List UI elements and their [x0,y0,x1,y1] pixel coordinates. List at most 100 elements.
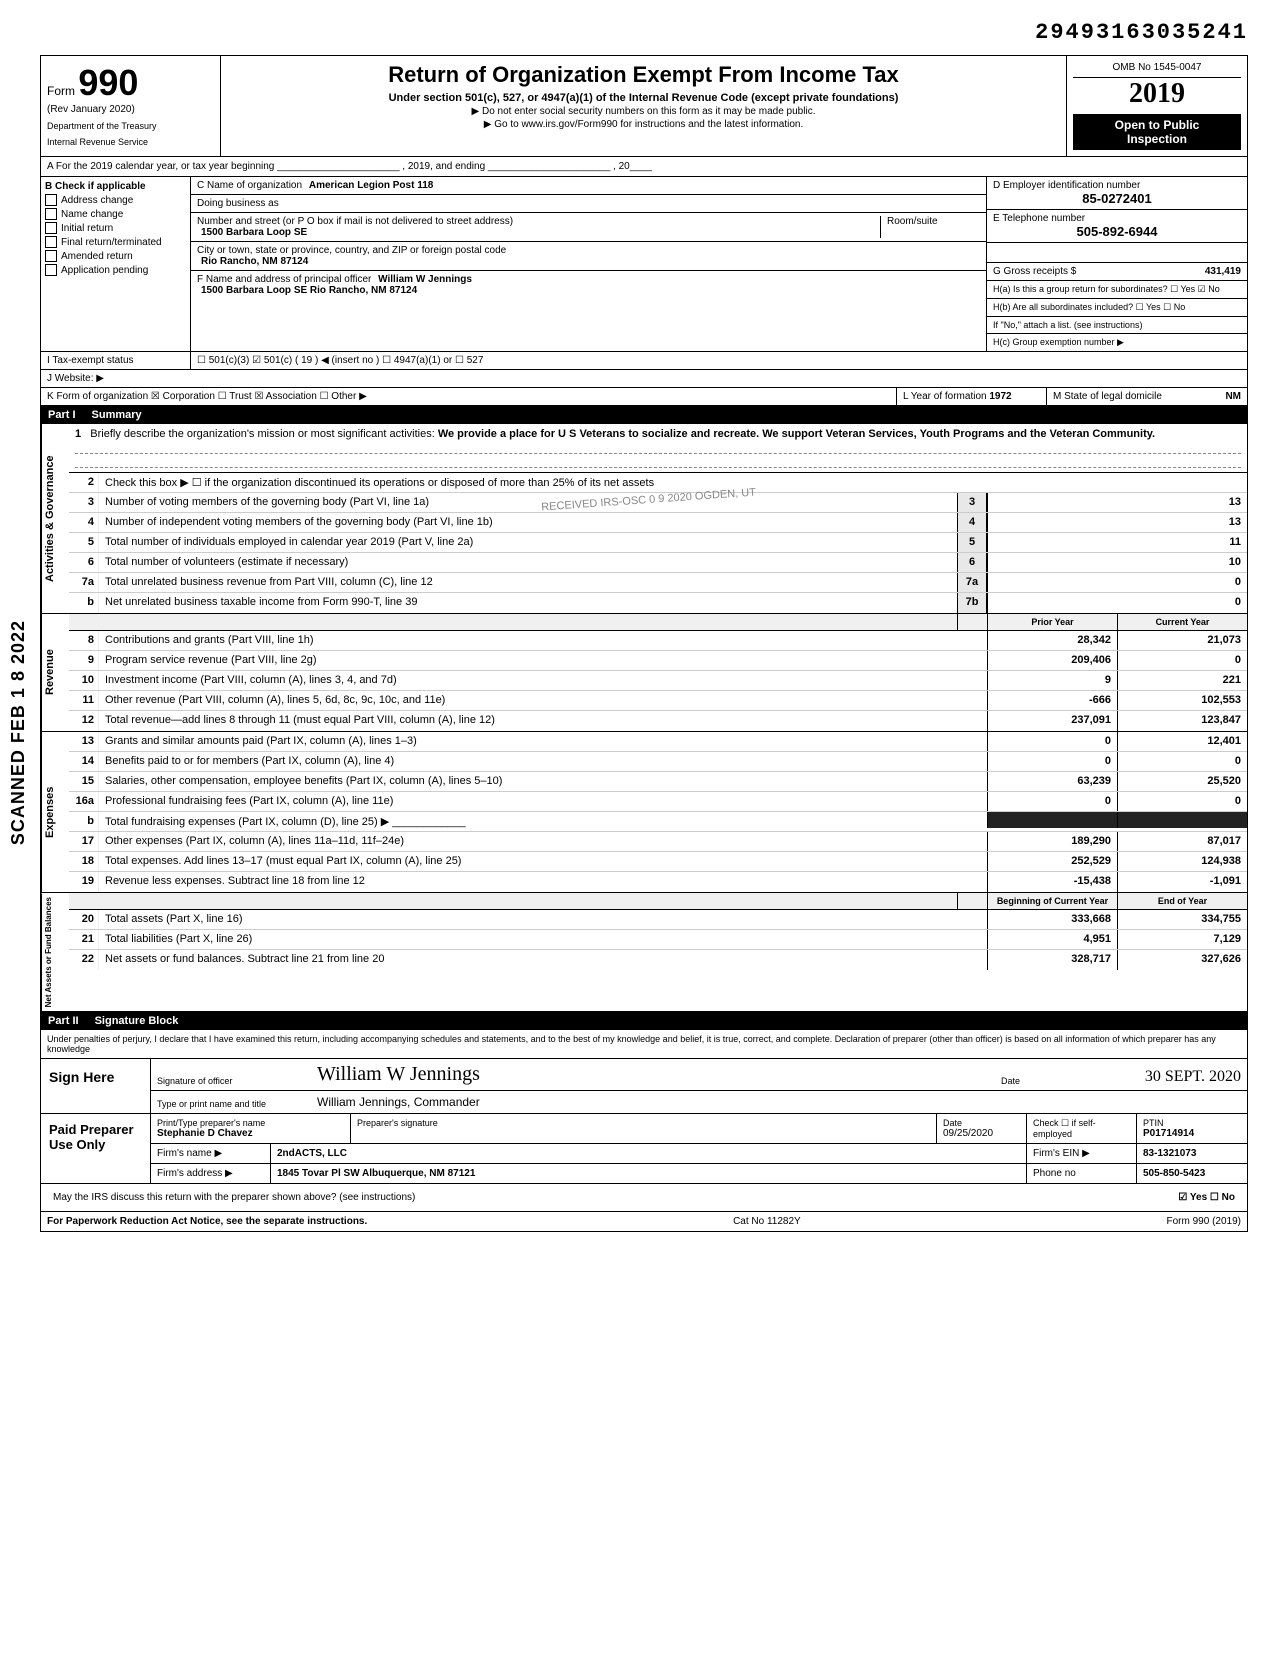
form-number: 990 [78,62,138,103]
instruction-ssn: ▶ Do not enter social security numbers o… [227,106,1060,117]
sign-here-label: Sign Here [41,1059,151,1113]
governance-section: Activities & Governance 1 Briefly descri… [40,424,1248,614]
prior-year-value: 63,239 [987,772,1117,791]
mission-num: 1 [75,428,81,440]
prior-year-value: 328,717 [987,950,1117,970]
line-text: Program service revenue (Part VIII, line… [99,651,987,670]
revenue-section: Revenue Prior Year Current Year 8Contrib… [40,614,1248,732]
org-name: American Legion Post 118 [309,180,434,191]
line-num: b [69,812,99,831]
prior-year-hdr: Prior Year [987,614,1117,630]
state-label: M State of legal domicile [1053,391,1162,402]
firm-phone-label: Phone no [1027,1164,1137,1183]
line-text: Professional fundraising fees (Part IX, … [99,792,987,811]
mission-block: 1 Briefly describe the organization's mi… [69,424,1247,473]
form-title: Return of Organization Exempt From Incom… [227,62,1060,88]
checkbox-row[interactable]: Initial return [45,222,186,234]
line-text: Grants and similar amounts paid (Part IX… [99,732,987,751]
line-text: Number of voting members of the governin… [99,493,957,512]
part1-header: Part I Summary [40,406,1248,424]
dark-cell [987,812,1117,828]
prior-year-value: 209,406 [987,651,1117,670]
line-box: 3 [957,493,987,512]
line-num: 5 [69,533,99,552]
inspect-line1: Open to Public [1077,118,1237,132]
city-value: Rio Rancho, NM 87124 [201,256,980,267]
table-row: 4Number of independent voting members of… [69,513,1247,533]
line-text: Net unrelated business taxable income fr… [99,593,957,613]
line-text: Other expenses (Part IX, column (A), lin… [99,832,987,851]
signature-block: Under penalties of perjury, I declare th… [40,1030,1248,1212]
dotted-line [75,440,1241,454]
preparer-label: Paid Preparer Use Only [41,1114,151,1183]
checkbox-row[interactable]: Address change [45,194,186,206]
h-b: H(b) Are all subordinates included? ☐ Ye… [987,299,1247,317]
header-left: Form 990 (Rev January 2020) Department o… [41,56,221,156]
current-year-value: 25,520 [1117,772,1247,791]
table-row: 11Other revenue (Part VIII, column (A), … [69,691,1247,711]
h-note: If "No," attach a list. (see instruction… [987,317,1247,334]
current-year-value: 87,017 [1117,832,1247,851]
prep-date: 09/25/2020 [943,1128,993,1139]
line-num: 17 [69,832,99,851]
table-row: bTotal fundraising expenses (Part IX, co… [69,812,1247,832]
netassets-section: Net Assets or Fund Balances Beginning of… [40,893,1248,1012]
org-name-label: C Name of organization [197,180,302,191]
line-value: 0 [987,573,1247,592]
state-value: NM [1225,391,1241,402]
officer-name-line: Type or print name and title William Jen… [151,1091,1247,1113]
revision: (Rev January 2020) [47,104,214,115]
prior-year-value: 333,668 [987,910,1117,929]
mission-lead: Briefly describe the organization's miss… [90,428,434,440]
row-i: I Tax-exempt status ☐ 501(c)(3) ☑ 501(c)… [40,352,1248,370]
line-text: Total revenue—add lines 8 through 11 (mu… [99,711,987,731]
checkbox-row[interactable]: Name change [45,208,186,220]
officer-row: F Name and address of principal officer … [191,271,986,299]
line-num: 9 [69,651,99,670]
table-row: 18Total expenses. Add lines 13–17 (must … [69,852,1247,872]
inspect-line2: Inspection [1077,132,1237,146]
prep-name-label: Print/Type preparer's name [157,1118,344,1128]
row-k: K Form of organization ☒ Corporation ☐ T… [40,388,1248,406]
ptin-value: P01714914 [1143,1128,1194,1139]
prep-sig-label: Preparer's signature [351,1114,937,1143]
netassets-colheader: Beginning of Current Year End of Year [69,893,1247,910]
website-label: J Website: ▶ [41,370,1247,387]
table-row: 21Total liabilities (Part X, line 26)4,9… [69,930,1247,950]
line-num: 8 [69,631,99,650]
line-text: Investment income (Part VIII, column (A)… [99,671,987,690]
dept-treasury: Department of the Treasury [47,121,214,131]
footer-right: Form 990 (2019) [1167,1216,1241,1227]
dotted-line [75,454,1241,468]
current-year-value: 12,401 [1117,732,1247,751]
beginning-year-hdr: Beginning of Current Year [987,893,1117,909]
checkbox-icon [45,264,57,276]
line-num: b [69,593,99,613]
col-b-header: B Check if applicable [45,181,186,192]
current-year-value: 123,847 [1117,711,1247,731]
line-2: 2 Check this box ▶ ☐ if the organization… [69,473,1247,493]
checkbox-icon [45,236,57,248]
line-text: Total liabilities (Part X, line 26) [99,930,987,949]
line-text: Total fundraising expenses (Part IX, col… [99,812,987,831]
checkbox-row[interactable]: Amended return [45,250,186,262]
table-row: 12Total revenue—add lines 8 through 11 (… [69,711,1247,731]
prior-year-value: 0 [987,732,1117,751]
revenue-colheader: Prior Year Current Year [69,614,1247,631]
gross-label: G Gross receipts $ [993,266,1076,277]
mission-text: We provide a place for U S Veterans to s… [438,428,1155,440]
table-row: 14Benefits paid to or for members (Part … [69,752,1247,772]
expenses-section: Expenses 13Grants and similar amounts pa… [40,732,1248,893]
dark-cell [1117,812,1247,828]
name-title-label: Type or print name and title [157,1099,317,1109]
tax-year: 2019 [1073,78,1241,110]
checkbox-label: Initial return [61,223,113,234]
table-row: 9Program service revenue (Part VIII, lin… [69,651,1247,671]
form-header: Form 990 (Rev January 2020) Department o… [40,55,1248,157]
checkbox-row[interactable]: Final return/terminated [45,236,186,248]
line-num: 18 [69,852,99,871]
line-num: 4 [69,513,99,532]
checkbox-row[interactable]: Application pending [45,264,186,276]
officer-signature: William W Jennings [317,1063,1001,1086]
line-num: 10 [69,671,99,690]
